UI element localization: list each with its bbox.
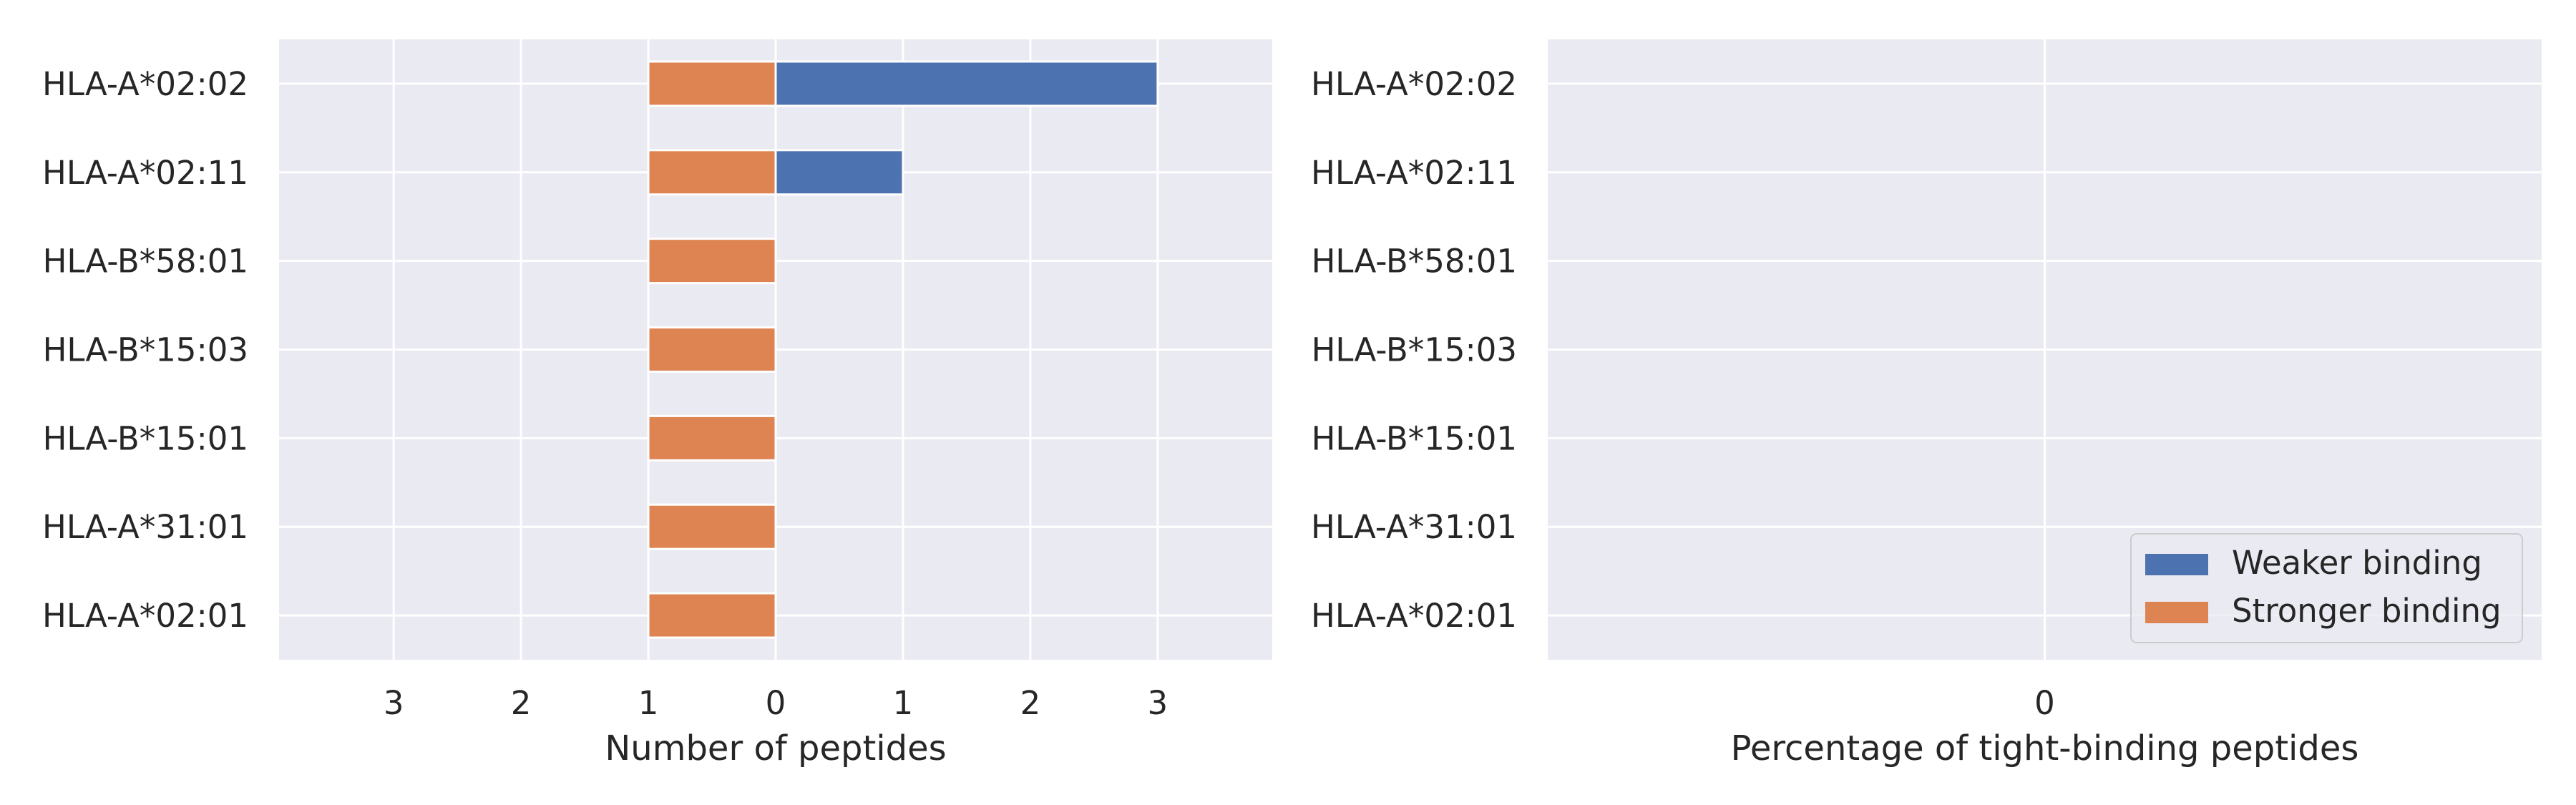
legend-swatch-weaker-binding: [2145, 554, 2208, 575]
y-tick-label: HLA-A*31:01: [42, 508, 248, 546]
x-tick-label: 1: [893, 684, 914, 722]
legend: Weaker binding Stronger binding: [2130, 533, 2523, 643]
y-tick-label: HLA-B*15:03: [43, 331, 248, 369]
x-tick-label: 0: [2034, 684, 2055, 722]
y-tick-label: HLA-B*15:01: [43, 419, 248, 457]
y-tick-label: HLA-B*58:01: [1312, 243, 1517, 280]
right-chart-percentage-tight-binding: HLA-A*02:02 HLA-A*02:11 HLA-B*58:01 HLA-B*1…: [1311, 39, 2542, 769]
y-tick-label: HLA-A*31:01: [1311, 508, 1517, 546]
bar-stronger-binding-hla-a-02-01: [647, 592, 777, 639]
left-x-axis-label: Number of peptides: [605, 728, 946, 769]
left-chart-number-of-peptides: HLA-A*02:02 HLA-A*02:11 HLA-B*58:01 HLA-B*1…: [42, 39, 1272, 769]
bar-stronger-binding-hla-a-02-11: [647, 149, 777, 196]
legend-label-stronger-binding: Stronger binding: [2232, 592, 2502, 630]
legend-label-weaker-binding: Weaker binding: [2232, 544, 2482, 582]
x-tick-label: 0: [766, 684, 786, 722]
bar-stronger-binding-hla-a-31-01: [647, 503, 777, 550]
y-tick-label: HLA-A*02:01: [42, 597, 248, 635]
legend-swatch-stronger-binding: [2145, 602, 2208, 623]
x-tick-label: 3: [384, 684, 404, 722]
y-tick-label: HLA-B*15:03: [1312, 331, 1517, 369]
bar-stronger-binding-hla-b-15-03: [647, 326, 777, 373]
y-tick-label: HLA-A*02:11: [42, 154, 248, 192]
x-tick-label: 2: [1020, 684, 1041, 722]
y-tick-label: HLA-B*15:01: [1312, 419, 1517, 457]
left-bars: [647, 60, 1159, 639]
y-tick-label: HLA-A*02:02: [1311, 65, 1517, 103]
right-gridlines: [1548, 39, 2542, 660]
bar-weaker-binding-hla-a-02-02: [774, 60, 1159, 107]
right-x-axis-label: Percentage of tight-binding peptides: [1731, 728, 2359, 769]
left-y-tick-labels: HLA-A*02:02 HLA-A*02:11 HLA-B*58:01 HLA-B*1…: [42, 65, 248, 635]
left-x-tick-labels: 3 2 1 0 1 2 3: [384, 684, 1168, 722]
x-tick-label: 3: [1148, 684, 1169, 722]
y-tick-label: HLA-B*58:01: [43, 243, 248, 280]
right-y-tick-labels: HLA-A*02:02 HLA-A*02:11 HLA-B*58:01 HLA-B*1…: [1311, 65, 1517, 635]
bar-stronger-binding-hla-a-02-02: [647, 60, 777, 107]
y-tick-label: HLA-A*02:02: [42, 65, 248, 103]
bar-stronger-binding-hla-b-15-01: [647, 414, 777, 462]
y-tick-label: HLA-A*02:01: [1311, 597, 1517, 635]
bar-stronger-binding-hla-b-58-01: [647, 238, 777, 285]
right-x-tick-labels: 0: [2034, 684, 2055, 722]
bar-weaker-binding-hla-a-02-11: [774, 149, 904, 196]
x-tick-label: 1: [638, 684, 659, 722]
legend-box: [2130, 533, 2523, 643]
y-tick-label: HLA-A*02:11: [1311, 154, 1517, 192]
x-tick-label: 2: [511, 684, 532, 722]
